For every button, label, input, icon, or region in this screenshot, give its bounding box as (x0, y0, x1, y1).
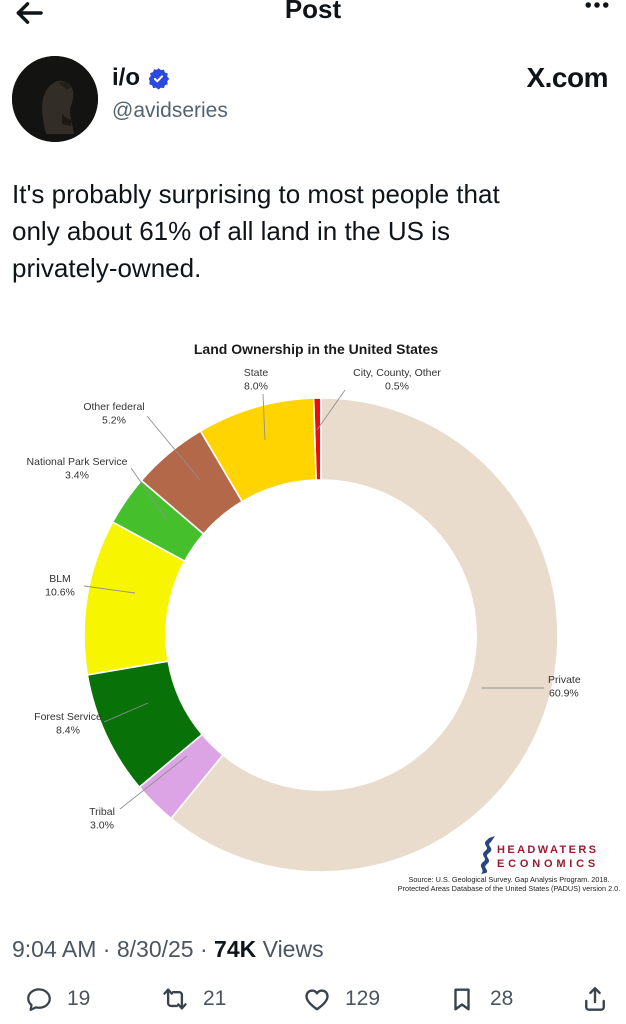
segment-label-name: Private (548, 674, 581, 686)
post-text: It's probably surprising to most people … (12, 176, 618, 287)
user-handle[interactable]: @avidseries (112, 99, 228, 122)
dot-separator: · (102, 936, 111, 962)
chart-source-line2: Protected Areas Database of the United S… (398, 884, 621, 893)
ellipsis-icon (585, 2, 609, 8)
segment-label-name: Tribal (89, 806, 115, 818)
segment-label-name: City, County, Other (353, 367, 441, 379)
xcom-watermark: X.com (526, 62, 608, 93)
segment-label-value: 8.4% (56, 725, 80, 737)
label-leader-line (146, 415, 201, 481)
segment-label-value: 10.6% (45, 587, 75, 599)
post-text-line: only about 61% of all land in the US is (12, 216, 450, 246)
segment-label-value: 60.9% (549, 688, 579, 700)
segment-label-name: State (244, 367, 269, 379)
reply-bubble-icon (27, 988, 51, 1011)
segment-label-name: Other federal (83, 401, 144, 413)
back-button[interactable] (12, 0, 46, 30)
segment-label-value: 3.0% (90, 820, 114, 832)
display-name: i/o (112, 64, 140, 91)
label-leader-line (130, 467, 168, 521)
label-leader-line (316, 389, 346, 431)
display-name-row[interactable]: i/o (112, 64, 170, 92)
chart-source-line1: Source: U.S. Geological Survey. Gap Anal… (408, 875, 609, 884)
post-time: 9:04 AM (12, 936, 97, 962)
post-date: 8/30/25 (116, 936, 194, 962)
avatar[interactable] (12, 56, 98, 142)
bookmark-button[interactable]: 28 (447, 984, 513, 1014)
action-bar: 19 21 129 28 (0, 984, 626, 1024)
segment-label-name: Forest Service (34, 711, 102, 723)
segment-label-name: National Park Service (27, 456, 128, 468)
reply-count: 19 (67, 987, 91, 1010)
reply-button[interactable]: 19 (24, 984, 90, 1014)
bookmark-icon (454, 988, 470, 1011)
label-leader-line (103, 702, 149, 723)
donut-segment (169, 397, 559, 873)
verified-badge-icon (148, 67, 170, 90)
repost-button[interactable]: 21 (160, 984, 226, 1014)
post-text-line: It's probably surprising to most people … (12, 179, 500, 209)
label-leader-line (262, 393, 266, 441)
repost-count: 21 (203, 987, 227, 1010)
segment-label-value: 8.0% (244, 381, 268, 393)
share-button[interactable] (580, 984, 610, 1014)
views-count: 74K (214, 936, 257, 962)
top-bar: Post (0, 0, 626, 38)
label-leader-line (83, 585, 136, 594)
label-leader-line (119, 755, 188, 810)
post-text-line: privately-owned. (12, 253, 202, 283)
arrow-left-icon (16, 2, 43, 24)
share-icon (585, 987, 605, 1011)
segment-label-name: BLM (49, 573, 71, 585)
repost-icon (163, 988, 187, 1010)
profile-photo (12, 56, 98, 142)
more-button[interactable] (580, 0, 614, 20)
timestamp-row: 9:04 AM · 8/30/25 · 74K Views (12, 936, 324, 963)
chart-title: Land Ownership in the United States (194, 341, 438, 357)
land-ownership-donut-chart: Land Ownership in the United States City,… (27, 341, 621, 893)
segment-label-value: 5.2% (102, 415, 126, 427)
logo-line2: ECONOMICS (497, 858, 599, 870)
segment-label-value: 0.5% (385, 381, 409, 393)
views-label[interactable]: Views (262, 936, 324, 962)
heart-icon (305, 989, 329, 1011)
dot-separator: · (199, 936, 208, 962)
like-count: 129 (345, 987, 381, 1010)
page-title: Post (284, 0, 342, 24)
like-button[interactable]: 129 (302, 984, 380, 1014)
headwaters-river-icon (480, 836, 495, 874)
logo-line1: HEADWATERS (497, 844, 598, 856)
chart-image[interactable]: Land Ownership in the United States City,… (0, 330, 626, 908)
segment-label-value: 3.4% (65, 470, 89, 482)
bookmark-count: 28 (490, 987, 514, 1010)
